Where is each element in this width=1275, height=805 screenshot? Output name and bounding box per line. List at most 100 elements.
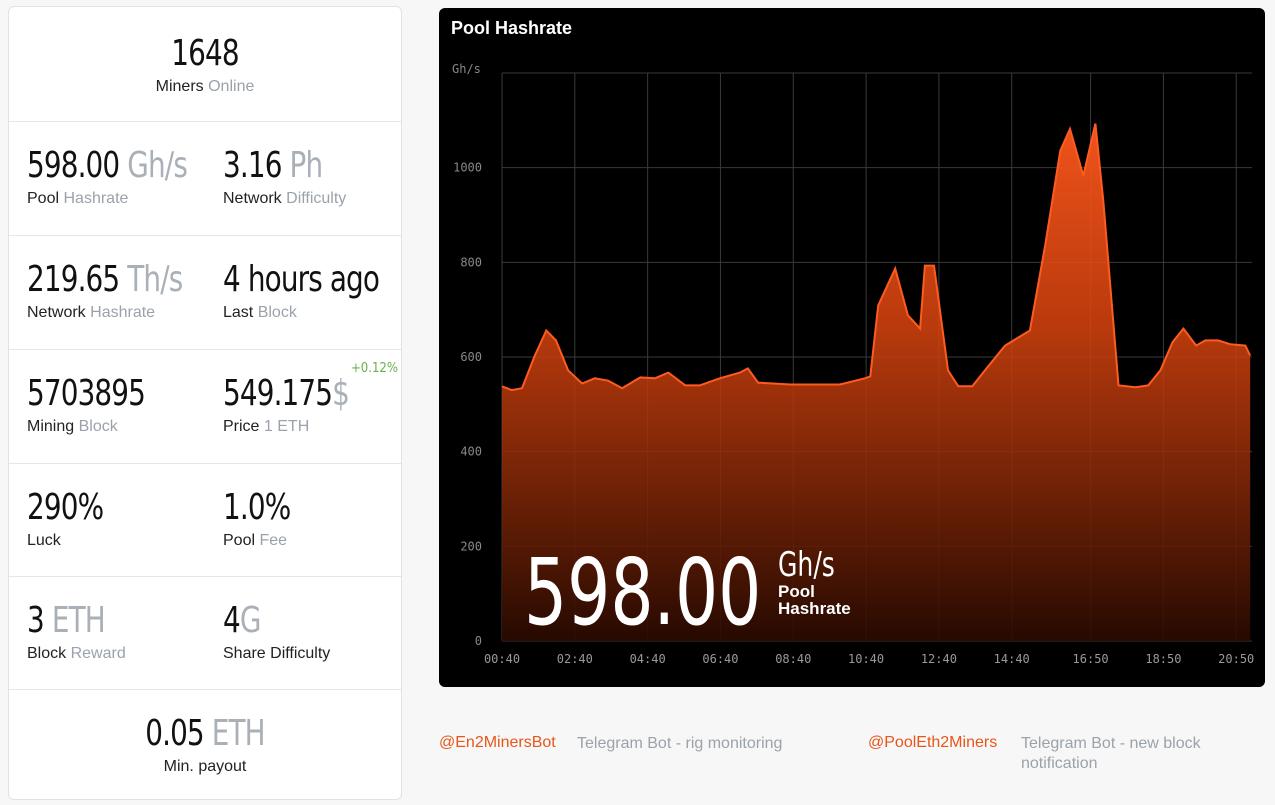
stats-panel: 1648 Miners Online 598.00 Gh/s Pool Hashrat… xyxy=(8,6,402,800)
separator xyxy=(9,689,401,690)
stat-item: 3 ETH Block Reward xyxy=(27,600,126,663)
stat-label: Block Reward xyxy=(27,645,126,663)
stat-label-main: Luck xyxy=(27,532,61,549)
stat-label: Mining Block xyxy=(27,418,164,436)
stat-label-muted: 1 ETH xyxy=(263,418,310,435)
area-line xyxy=(501,123,1252,392)
stat-label: Network Difficulty xyxy=(223,190,346,208)
stat-unit: ETH xyxy=(51,600,106,641)
stat-item: 5703895 Mining Block xyxy=(27,373,164,436)
stat-unit: $ xyxy=(332,373,350,414)
separator xyxy=(9,349,401,350)
stat-item: 4G Share Difficulty xyxy=(223,600,330,663)
y-tick-label: 800 xyxy=(460,255,482,269)
hashrate-chart: Pool Hashrate Gh/s 0 200 400 600 800 1000 00:4… xyxy=(439,8,1265,687)
stat-value: 290% xyxy=(27,487,104,528)
x-tick-label: 06:40 xyxy=(702,652,738,666)
separator xyxy=(9,235,401,236)
stat-label-muted: Block xyxy=(78,418,118,435)
stat-value: 219.65 Th/s xyxy=(27,259,183,300)
stat-label: Min. payout xyxy=(9,758,401,776)
x-tick-label: 18:50 xyxy=(1145,652,1181,666)
stat-value: 0.05 ETH xyxy=(36,713,373,754)
stat-value: 1648 xyxy=(36,33,373,74)
stat-label-main: Network xyxy=(223,190,282,207)
stat-label-muted: Fee xyxy=(259,532,288,549)
stat-value: 549.175$ xyxy=(223,373,350,414)
stat-label-main: Last xyxy=(223,304,254,321)
stat-number: 290% xyxy=(27,487,104,528)
stat-value: 3.16 Ph xyxy=(223,145,329,186)
stat-label: Luck xyxy=(27,532,116,550)
stat-value: 4 hours ago xyxy=(223,259,380,300)
stat-item: 3.16 Ph Network Difficulty xyxy=(223,145,346,208)
stat-label-main: Network xyxy=(27,304,86,321)
stat-item: 219.65 Th/s Network Hashrate xyxy=(27,259,208,322)
stat-unit: Gh/s xyxy=(127,145,188,186)
stat-item: 598.00 Gh/s Pool Hashrate xyxy=(27,145,213,208)
stat-label: Pool Fee xyxy=(223,532,301,550)
stat-number: 3.16 xyxy=(223,145,282,186)
stat-label-muted: Hashrate xyxy=(90,304,156,321)
stat-unit: G xyxy=(239,600,262,641)
stat-number: 4 xyxy=(223,600,241,641)
y-axis-label: Gh/s xyxy=(452,62,481,76)
stat-label: Price 1 ETH xyxy=(223,418,370,436)
y-tick-label: 0 xyxy=(475,634,482,648)
stat-label-muted: Online xyxy=(208,78,255,95)
stat-label-muted: Difficulty xyxy=(286,190,347,207)
stat-number: 4 hours ago xyxy=(223,259,380,300)
stat-value: 1.0% xyxy=(223,487,291,528)
stat-value: 4G xyxy=(223,600,315,641)
stat-label-main: Pool xyxy=(223,532,256,549)
separator xyxy=(9,576,401,577)
stat-label: Share Difficulty xyxy=(223,645,330,663)
area-fill xyxy=(502,123,1251,642)
stat-label-main: Block xyxy=(27,645,67,662)
x-tick-label: 02:40 xyxy=(557,652,593,666)
chart-title: Pool Hashrate xyxy=(451,18,572,38)
stat-number: 598.00 xyxy=(27,145,120,186)
stat-number: 1.0% xyxy=(223,487,291,528)
stat-item: 290% Luck xyxy=(27,487,116,550)
stat-item: 1648 Miners Online xyxy=(9,33,401,96)
separator xyxy=(9,121,401,122)
stat-label-muted: Block xyxy=(257,304,297,321)
stat-value: 3 ETH xyxy=(27,600,112,641)
stat-item: 0.05 ETH Min. payout xyxy=(9,713,401,776)
price-change: +0.12% xyxy=(351,361,398,376)
overlay-label: Hashrate xyxy=(778,599,851,618)
stat-label-main: Miners xyxy=(155,78,204,95)
stat-label: Network Hashrate xyxy=(27,304,208,322)
stat-label: Pool Hashrate xyxy=(27,190,213,208)
stat-unit: Th/s xyxy=(127,259,183,300)
y-tick-label: 600 xyxy=(460,350,482,364)
telegram-link[interactable]: @En2MinersBot xyxy=(439,734,556,751)
stat-label-muted: Hashrate xyxy=(63,190,129,207)
x-tick-label: 08:40 xyxy=(775,652,811,666)
stat-item: 549.175$ Price 1 ETH xyxy=(223,373,370,436)
stat-label-main: Pool xyxy=(27,190,60,207)
stat-unit: Ph xyxy=(289,145,324,186)
x-tick-label: 10:40 xyxy=(848,652,884,666)
stat-number: 219.65 xyxy=(27,259,120,300)
stat-value: 5703895 xyxy=(27,373,146,414)
stat-item: 4 hours ago Last Block xyxy=(223,259,404,322)
separator xyxy=(9,463,401,464)
stat-number: 0.05 xyxy=(145,713,204,754)
y-tick-label: 1000 xyxy=(453,161,482,175)
stat-value: 598.00 Gh/s xyxy=(27,145,188,186)
stat-label-main: Mining xyxy=(27,418,75,435)
x-tick-label: 00:40 xyxy=(484,652,520,666)
stat-number: 5703895 xyxy=(27,373,146,414)
overlay-label: Pool xyxy=(778,582,815,601)
stat-label-main: Share Difficulty xyxy=(223,645,331,662)
telegram-link[interactable]: @PoolEth2Miners xyxy=(868,734,998,751)
stat-label: Miners Online xyxy=(9,78,401,96)
overlay-value: 598.00 xyxy=(524,539,761,646)
x-tick-label: 20:50 xyxy=(1218,652,1254,666)
x-tick-label: 16:50 xyxy=(1073,652,1109,666)
stat-number: 1648 xyxy=(171,33,239,74)
stat-number: 549.175 xyxy=(223,373,333,414)
